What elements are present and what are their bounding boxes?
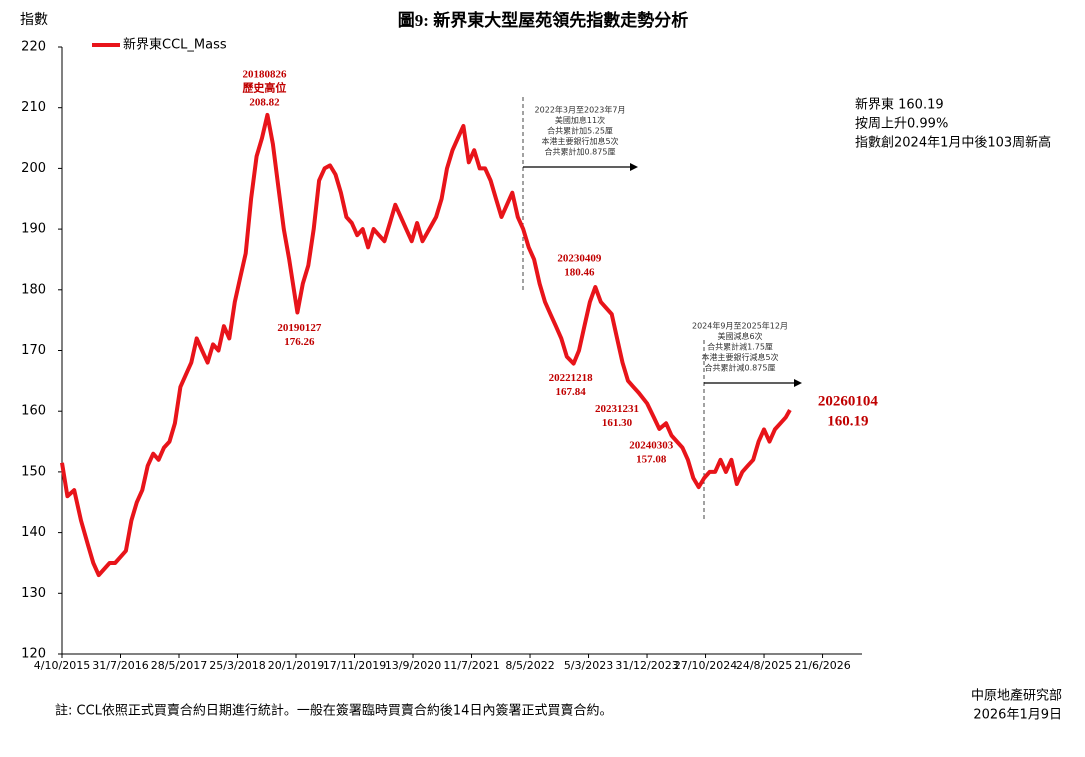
policy-note: 本港主要銀行減息5次 [701,352,778,362]
annotation-text: 20260104 [818,393,879,409]
policy-note: 美國加息11次 [555,115,605,125]
info-text: 新界東 160.19 [855,97,944,113]
x-tick-label: 24/8/2025 [736,659,792,672]
x-tick-label: 21/6/2026 [794,659,850,672]
x-tick-label: 13/9/2020 [385,659,441,672]
y-tick-label: 200 [21,161,46,176]
policy-note: 合共累計減1.75厘 [707,342,773,352]
info-text: 指數創2024年1月中後103周新高 [855,135,1051,151]
annotation-text: 20231231 [595,403,639,415]
x-tick-label: 28/5/2017 [151,659,207,672]
annotation-value: 176.26 [284,336,315,348]
x-tick-label: 5/3/2023 [564,659,613,672]
x-tick-label: 11/7/2021 [443,659,499,672]
x-tick-label: 20/1/2019 [268,659,324,672]
annotation-value: 161.30 [602,417,633,429]
footnote: 註: CCL依照正式買賣合約日期進行統計。一般在簽署臨時買賣合約後14日內簽署正… [55,703,612,719]
annotation-value: 208.82 [249,96,280,108]
annotation-text: 20190127 [277,322,322,334]
annotation-value: 160.19 [827,413,868,429]
annotation-text: 20240303 [629,439,674,451]
chart-title: 圖9: 新界東大型屋苑領先指數走勢分析 [398,10,688,30]
y-tick-label: 140 [21,525,46,540]
annotation-value: 180.46 [564,267,595,279]
y-tick-label: 170 [21,343,46,358]
y-tick-label: 220 [21,40,46,55]
policy-note: 合共累計減0.875厘 [705,363,776,373]
annotation-value: 157.08 [636,453,667,465]
info-text: 按周上升0.99% [855,117,948,132]
arrow-head [794,379,802,387]
x-tick-label: 4/10/2015 [34,659,90,672]
annotation-value: 167.84 [555,386,586,398]
policy-note: 合共累計加0.875厘 [545,147,616,157]
policy-note: 2022年3月至2023年7月 [535,105,626,115]
policy-note: 本港主要銀行加息5次 [541,136,618,146]
y-tick-label: 130 [21,586,46,601]
y-tick-label: 190 [21,222,46,237]
series-line [60,112,792,578]
x-tick-label: 31/7/2016 [92,659,148,672]
policy-note: 合共累計加5.25厘 [547,126,613,136]
arrow-head [630,163,638,171]
y-tick-label: 120 [21,647,46,662]
y-tick-label: 160 [21,404,46,419]
policy-note: 2024年9月至2025年12月 [692,321,788,331]
x-tick-label: 27/10/2024 [674,659,737,672]
y-axis-label: 指數 [20,12,48,28]
source: 中原地產研究部 [971,688,1062,704]
y-tick-label: 210 [21,100,46,115]
annotation-text: 歷史高位 [242,80,286,94]
policy-note: 美國減息6次 [717,331,762,341]
y-tick-label: 180 [21,282,46,297]
x-tick-label: 17/11/2019 [323,659,386,672]
annotation-text: 20180826 [242,68,287,80]
x-tick-label: 25/3/2018 [209,659,265,672]
report-date: 2026年1月9日 [973,708,1062,723]
x-tick-label: 31/12/2023 [615,659,678,672]
legend-label: 新界東CCL_Mass [123,37,227,53]
x-tick-label: 8/5/2022 [505,659,554,672]
annotation-text: 20230409 [557,253,602,265]
annotation-text: 20221218 [549,372,594,384]
y-tick-label: 150 [21,464,46,479]
